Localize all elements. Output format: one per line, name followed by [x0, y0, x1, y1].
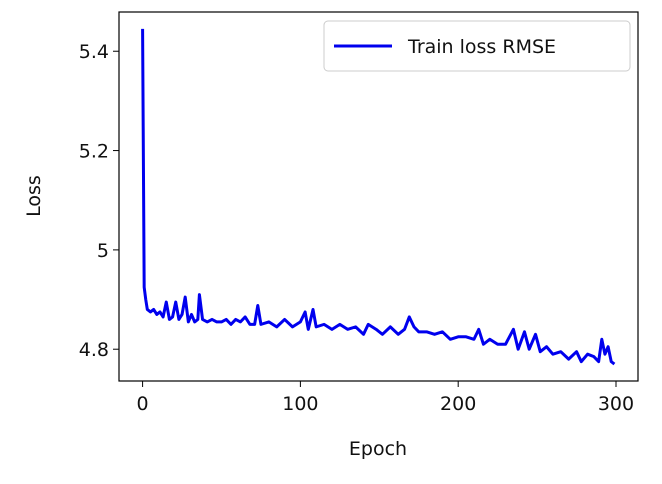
x-tick-label: 300	[598, 393, 634, 415]
line-series	[141, 28, 616, 366]
x-tick-label: 200	[440, 393, 476, 415]
legend-box	[323, 20, 631, 72]
x-axis-label: Epoch	[349, 438, 407, 460]
x-tick-label: 0	[137, 393, 149, 415]
y-tick-label: 5.4	[79, 41, 109, 63]
y-tick-label: 5.2	[79, 141, 109, 163]
x-tick-label: 100	[282, 393, 318, 415]
plot-frame	[118, 11, 639, 382]
y-tick-label: 4.8	[79, 339, 109, 361]
y-axis-label: Loss	[23, 175, 45, 217]
legend-label: Train loss RMSE	[407, 36, 556, 58]
y-tick-label: 5	[97, 240, 109, 262]
